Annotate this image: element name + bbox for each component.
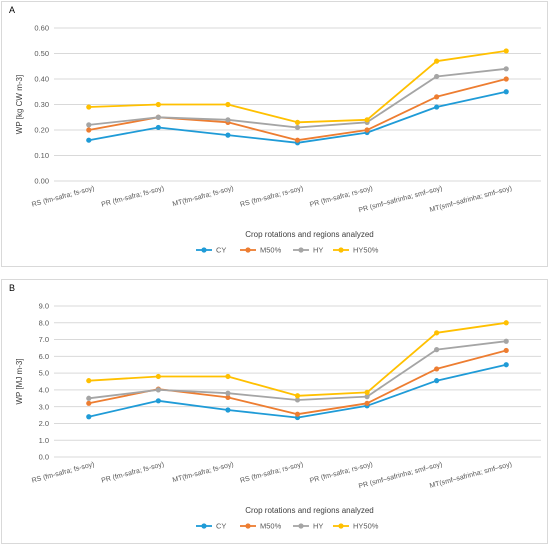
data-point-hy50pct [434, 58, 440, 64]
y-tick-label: 0.40 [34, 75, 49, 84]
data-point-cy [155, 124, 161, 131]
data-point-hy50pct [86, 104, 92, 110]
data-point-hy50pct [503, 320, 509, 326]
legend-marker-cy [201, 523, 207, 529]
data-point-hy50pct [434, 330, 440, 336]
data-point-hy50pct [86, 378, 92, 384]
data-point-cy [86, 137, 92, 143]
legend-marker-m50pct [245, 247, 251, 253]
legend: CY M50% HY HY50% [196, 246, 379, 255]
y-tick-label: 0.20 [34, 126, 49, 135]
y-tick-label: 1.0 [39, 436, 49, 445]
data-point-m50pct [86, 127, 92, 133]
data-point-cy [434, 104, 440, 110]
data-point-cy [434, 378, 440, 384]
data-point-m50pct [434, 94, 440, 100]
legend-marker-hy [298, 247, 304, 253]
chart-panel-b: B 0.0 1.0 2.0 3.0 4.0 5.0 6.0 7.0 8.0 9.0 WP [MJ m-… [1, 279, 548, 544]
data-point-hy50pct [364, 389, 370, 396]
data-point-hy [225, 117, 231, 123]
panel-label: B [9, 283, 15, 293]
data-point-hy [86, 395, 92, 401]
data-point-hy [86, 122, 92, 128]
y-tick-label: 0.10 [34, 151, 49, 160]
data-point-m50pct [225, 394, 231, 401]
y-tick-label: 7.0 [39, 335, 49, 344]
x-axis-title: Crop rotations and regions analyzed [245, 506, 374, 515]
data-point-hy50pct [503, 48, 509, 54]
legend-label-hy: HY [313, 522, 323, 531]
legend-label-m50pct: M50% [260, 522, 282, 531]
data-point-cy [86, 414, 92, 420]
data-point-hy [155, 387, 161, 393]
data-point-m50pct [503, 76, 509, 82]
data-point-hy50pct [225, 373, 231, 380]
data-point-m50pct [364, 400, 370, 406]
y-tick-label: 0.0 [39, 453, 49, 462]
data-point-hy50pct [155, 101, 161, 108]
data-point-hy50pct [294, 119, 301, 125]
legend-label-hy50pct: HY50% [353, 522, 379, 531]
y-tick-label: 3.0 [39, 402, 49, 411]
data-point-m50pct [503, 347, 509, 354]
data-point-hy [294, 397, 301, 403]
legend-marker-m50pct [245, 523, 251, 529]
legend: CY M50% HY HY50% [196, 522, 379, 531]
legend-marker-hy50pct [338, 523, 344, 529]
legend-label-hy50pct: HY50% [353, 246, 379, 255]
y-tick-label: 0.30 [34, 100, 49, 109]
y-tick-label: 4.0 [39, 385, 49, 394]
x-axis-title: Crop rotations and regions analyzed [245, 230, 374, 239]
data-point-hy [503, 338, 509, 344]
y-axis-title: WP [MJ m-3] [15, 358, 24, 404]
data-point-m50pct [86, 400, 92, 406]
data-point-m50pct [434, 366, 440, 372]
data-point-hy50pct [155, 373, 161, 380]
y-tick-label: 0.50 [34, 49, 49, 58]
legend-label-cy: CY [216, 522, 226, 531]
data-point-hy [434, 73, 440, 80]
panel-label: A [9, 5, 15, 15]
legend-marker-hy [298, 523, 304, 529]
y-tick-label: 6.0 [39, 352, 49, 361]
legend-marker-cy [201, 247, 207, 253]
data-point-cy [503, 362, 509, 368]
data-point-m50pct [364, 127, 370, 133]
legend-marker-hy50pct [338, 247, 344, 253]
data-point-cy [225, 407, 231, 413]
data-point-m50pct [294, 137, 301, 143]
data-point-hy50pct [364, 117, 370, 123]
chart-panel-a: A 0.00 0.10 0.20 0.30 0.40 0.50 0.60 WP [kg CW m… [1, 1, 548, 267]
data-point-hy [434, 347, 440, 353]
data-point-hy [155, 114, 161, 120]
data-point-hy [503, 66, 509, 72]
y-tick-label: 2.0 [39, 419, 49, 428]
data-point-hy50pct [294, 393, 301, 399]
chart-frame [1, 279, 548, 544]
y-tick-label: 0.00 [34, 177, 49, 186]
y-tick-label: 5.0 [39, 369, 49, 378]
data-point-hy [225, 390, 231, 396]
y-tick-label: 9.0 [39, 302, 49, 311]
data-point-hy50pct [225, 101, 231, 108]
y-axis-title: WP [kg CW m-3] [15, 75, 24, 134]
legend-label-cy: CY [216, 246, 226, 255]
data-point-m50pct [294, 411, 301, 417]
legend-label-hy: HY [313, 246, 323, 255]
data-point-cy [155, 398, 161, 404]
data-point-cy [503, 89, 509, 95]
data-point-hy [294, 124, 301, 131]
y-tick-label: 8.0 [39, 318, 49, 327]
legend-label-m50pct: M50% [260, 246, 282, 255]
data-point-hy [364, 394, 370, 400]
data-point-cy [225, 132, 231, 138]
y-tick-label: 0.60 [34, 24, 49, 33]
